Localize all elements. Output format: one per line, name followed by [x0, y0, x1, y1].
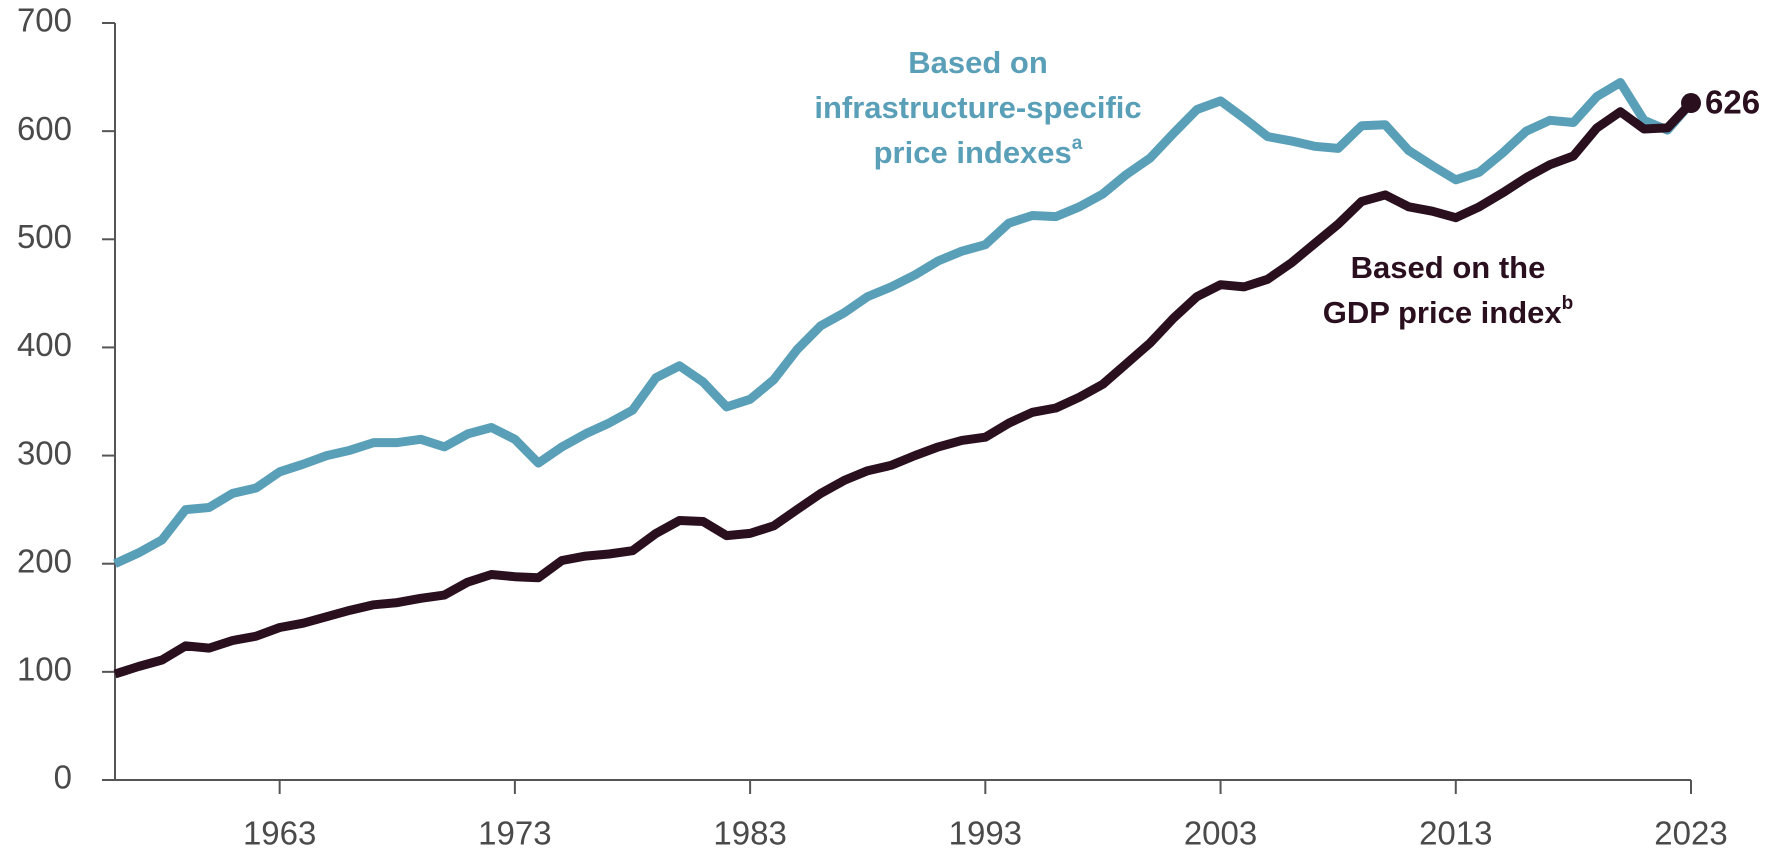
x-tick-label: 1963: [243, 815, 316, 852]
series-label: Based on the GDP price indexb: [1323, 250, 1574, 330]
x-tick-label: 2013: [1419, 815, 1492, 852]
series-label-line: Based on the: [1351, 250, 1546, 285]
series-label-superscript: a: [1072, 133, 1083, 154]
series-label-line: GDP price index: [1323, 295, 1563, 330]
series-label-superscript: b: [1562, 293, 1574, 314]
y-tick-label: 700: [17, 2, 72, 39]
y-tick-label: 100: [17, 651, 72, 688]
x-tick-label: 1993: [949, 815, 1022, 852]
series-label: Based on infrastructure-specific price ind…: [814, 45, 1141, 170]
x-tick-label: 1973: [478, 815, 551, 852]
series-label-line: infrastructure-specific: [814, 90, 1141, 125]
x-tick-label: 1983: [713, 815, 786, 852]
x-tick-label: 2023: [1654, 815, 1727, 852]
series-label-line: price indexes: [874, 135, 1072, 170]
x-tick-label: 2003: [1184, 815, 1257, 852]
y-tick-label: 0: [54, 759, 72, 796]
y-tick-label: 200: [17, 542, 72, 579]
y-tick-label: 300: [17, 434, 72, 471]
y-tick-label: 400: [17, 326, 72, 363]
series-line: [113, 78, 1695, 568]
end-point: [1681, 93, 1701, 114]
y-tick-label: 600: [17, 110, 72, 147]
series-line: [113, 99, 1695, 679]
series-label-line: Based on: [908, 45, 1048, 80]
end-value-label: 626: [1705, 84, 1760, 121]
y-tick-label: 500: [17, 218, 72, 255]
